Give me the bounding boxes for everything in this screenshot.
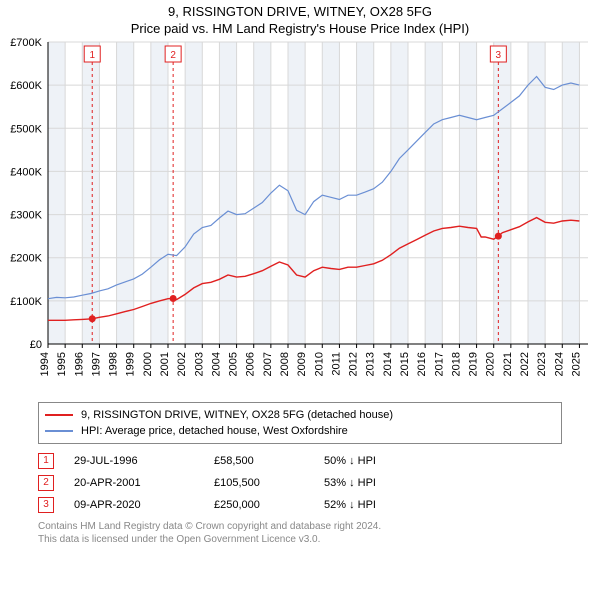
footer: Contains HM Land Registry data © Crown c… — [38, 520, 562, 546]
svg-text:2008: 2008 — [279, 352, 291, 376]
marker-row: 2 20-APR-2001 £105,500 53% ↓ HPI — [38, 472, 562, 494]
svg-text:2017: 2017 — [433, 352, 445, 376]
svg-text:2014: 2014 — [382, 352, 394, 376]
svg-text:1995: 1995 — [56, 352, 68, 376]
marker-date: 29-JUL-1996 — [74, 455, 214, 467]
legend-swatch — [45, 430, 73, 432]
marker-delta: 50% ↓ HPI — [324, 455, 424, 467]
svg-text:2023: 2023 — [536, 352, 548, 376]
svg-text:2006: 2006 — [245, 352, 257, 376]
svg-text:2020: 2020 — [485, 352, 497, 376]
svg-text:£300K: £300K — [10, 210, 42, 222]
svg-text:2000: 2000 — [142, 352, 154, 376]
legend-label: 9, RISSINGTON DRIVE, WITNEY, OX28 5FG (d… — [81, 409, 393, 421]
svg-text:2011: 2011 — [330, 352, 342, 376]
footer-line: Contains HM Land Registry data © Crown c… — [38, 520, 562, 533]
svg-text:2013: 2013 — [365, 352, 377, 376]
chart-svg: £0 £100K £200K £300K £400K £500K £600K £700K 1 2 3… — [0, 36, 600, 396]
marker-row: 3 09-APR-2020 £250,000 52% ↓ HPI — [38, 494, 562, 516]
title-address: 9, RISSINGTON DRIVE, WITNEY, OX28 5FG — [0, 4, 600, 19]
svg-text:2002: 2002 — [176, 352, 188, 376]
svg-text:2005: 2005 — [228, 352, 240, 376]
svg-text:£700K: £700K — [10, 37, 42, 49]
titles: 9, RISSINGTON DRIVE, WITNEY, OX28 5FG Pr… — [0, 0, 600, 36]
svg-text:£500K: £500K — [10, 123, 42, 135]
marker-row: 1 29-JUL-1996 £58,500 50% ↓ HPI — [38, 450, 562, 472]
svg-text:£200K: £200K — [10, 253, 42, 265]
svg-text:2001: 2001 — [159, 352, 171, 376]
marker-price: £250,000 — [214, 499, 324, 511]
svg-text:1999: 1999 — [125, 352, 137, 376]
svg-text:£0: £0 — [30, 339, 42, 351]
svg-text:1: 1 — [89, 50, 95, 61]
svg-text:2025: 2025 — [570, 352, 582, 376]
marker-badge: 2 — [38, 475, 54, 491]
svg-text:2022: 2022 — [519, 352, 531, 376]
legend: 9, RISSINGTON DRIVE, WITNEY, OX28 5FG (d… — [38, 402, 562, 444]
svg-text:2024: 2024 — [553, 352, 565, 376]
svg-text:2012: 2012 — [348, 352, 360, 376]
marker-delta: 53% ↓ HPI — [324, 477, 424, 489]
chart-area: £0 £100K £200K £300K £400K £500K £600K £700K 1 2 3… — [0, 36, 600, 396]
svg-text:3: 3 — [496, 50, 502, 61]
legend-swatch — [45, 414, 73, 416]
marker-price: £105,500 — [214, 477, 324, 489]
marker-badge: 3 — [38, 497, 54, 513]
svg-text:£100K: £100K — [10, 296, 42, 308]
marker-date: 20-APR-2001 — [74, 477, 214, 489]
legend-row: HPI: Average price, detached house, West… — [45, 423, 555, 439]
svg-text:2015: 2015 — [399, 352, 411, 376]
marker-delta: 52% ↓ HPI — [324, 499, 424, 511]
svg-text:2004: 2004 — [210, 352, 222, 376]
svg-text:£400K: £400K — [10, 166, 42, 178]
legend-label: HPI: Average price, detached house, West… — [81, 425, 348, 437]
svg-text:1997: 1997 — [90, 352, 102, 376]
legend-row: 9, RISSINGTON DRIVE, WITNEY, OX28 5FG (d… — [45, 407, 555, 423]
title-subtitle: Price paid vs. HM Land Registry's House … — [0, 21, 600, 36]
svg-text:2019: 2019 — [468, 352, 480, 376]
svg-text:2018: 2018 — [450, 352, 462, 376]
marker-badge: 1 — [38, 453, 54, 469]
marker-price: £58,500 — [214, 455, 324, 467]
marker-date: 09-APR-2020 — [74, 499, 214, 511]
svg-text:£600K: £600K — [10, 80, 42, 92]
marker-table: 1 29-JUL-1996 £58,500 50% ↓ HPI 2 20-APR… — [38, 450, 562, 516]
svg-text:2009: 2009 — [296, 352, 308, 376]
svg-text:1998: 1998 — [108, 352, 120, 376]
svg-text:1996: 1996 — [73, 352, 85, 376]
svg-text:2007: 2007 — [262, 352, 274, 376]
svg-text:2: 2 — [170, 50, 176, 61]
svg-text:1994: 1994 — [39, 352, 51, 376]
chart-container: 9, RISSINGTON DRIVE, WITNEY, OX28 5FG Pr… — [0, 0, 600, 590]
footer-line: This data is licensed under the Open Gov… — [38, 533, 562, 546]
svg-text:2016: 2016 — [416, 352, 428, 376]
svg-text:2003: 2003 — [193, 352, 205, 376]
svg-text:2021: 2021 — [502, 352, 514, 376]
svg-text:2010: 2010 — [313, 352, 325, 376]
